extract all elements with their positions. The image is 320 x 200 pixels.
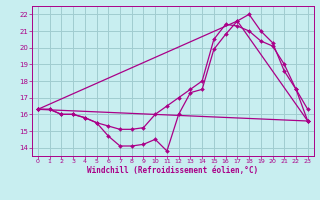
X-axis label: Windchill (Refroidissement éolien,°C): Windchill (Refroidissement éolien,°C) — [87, 166, 258, 175]
